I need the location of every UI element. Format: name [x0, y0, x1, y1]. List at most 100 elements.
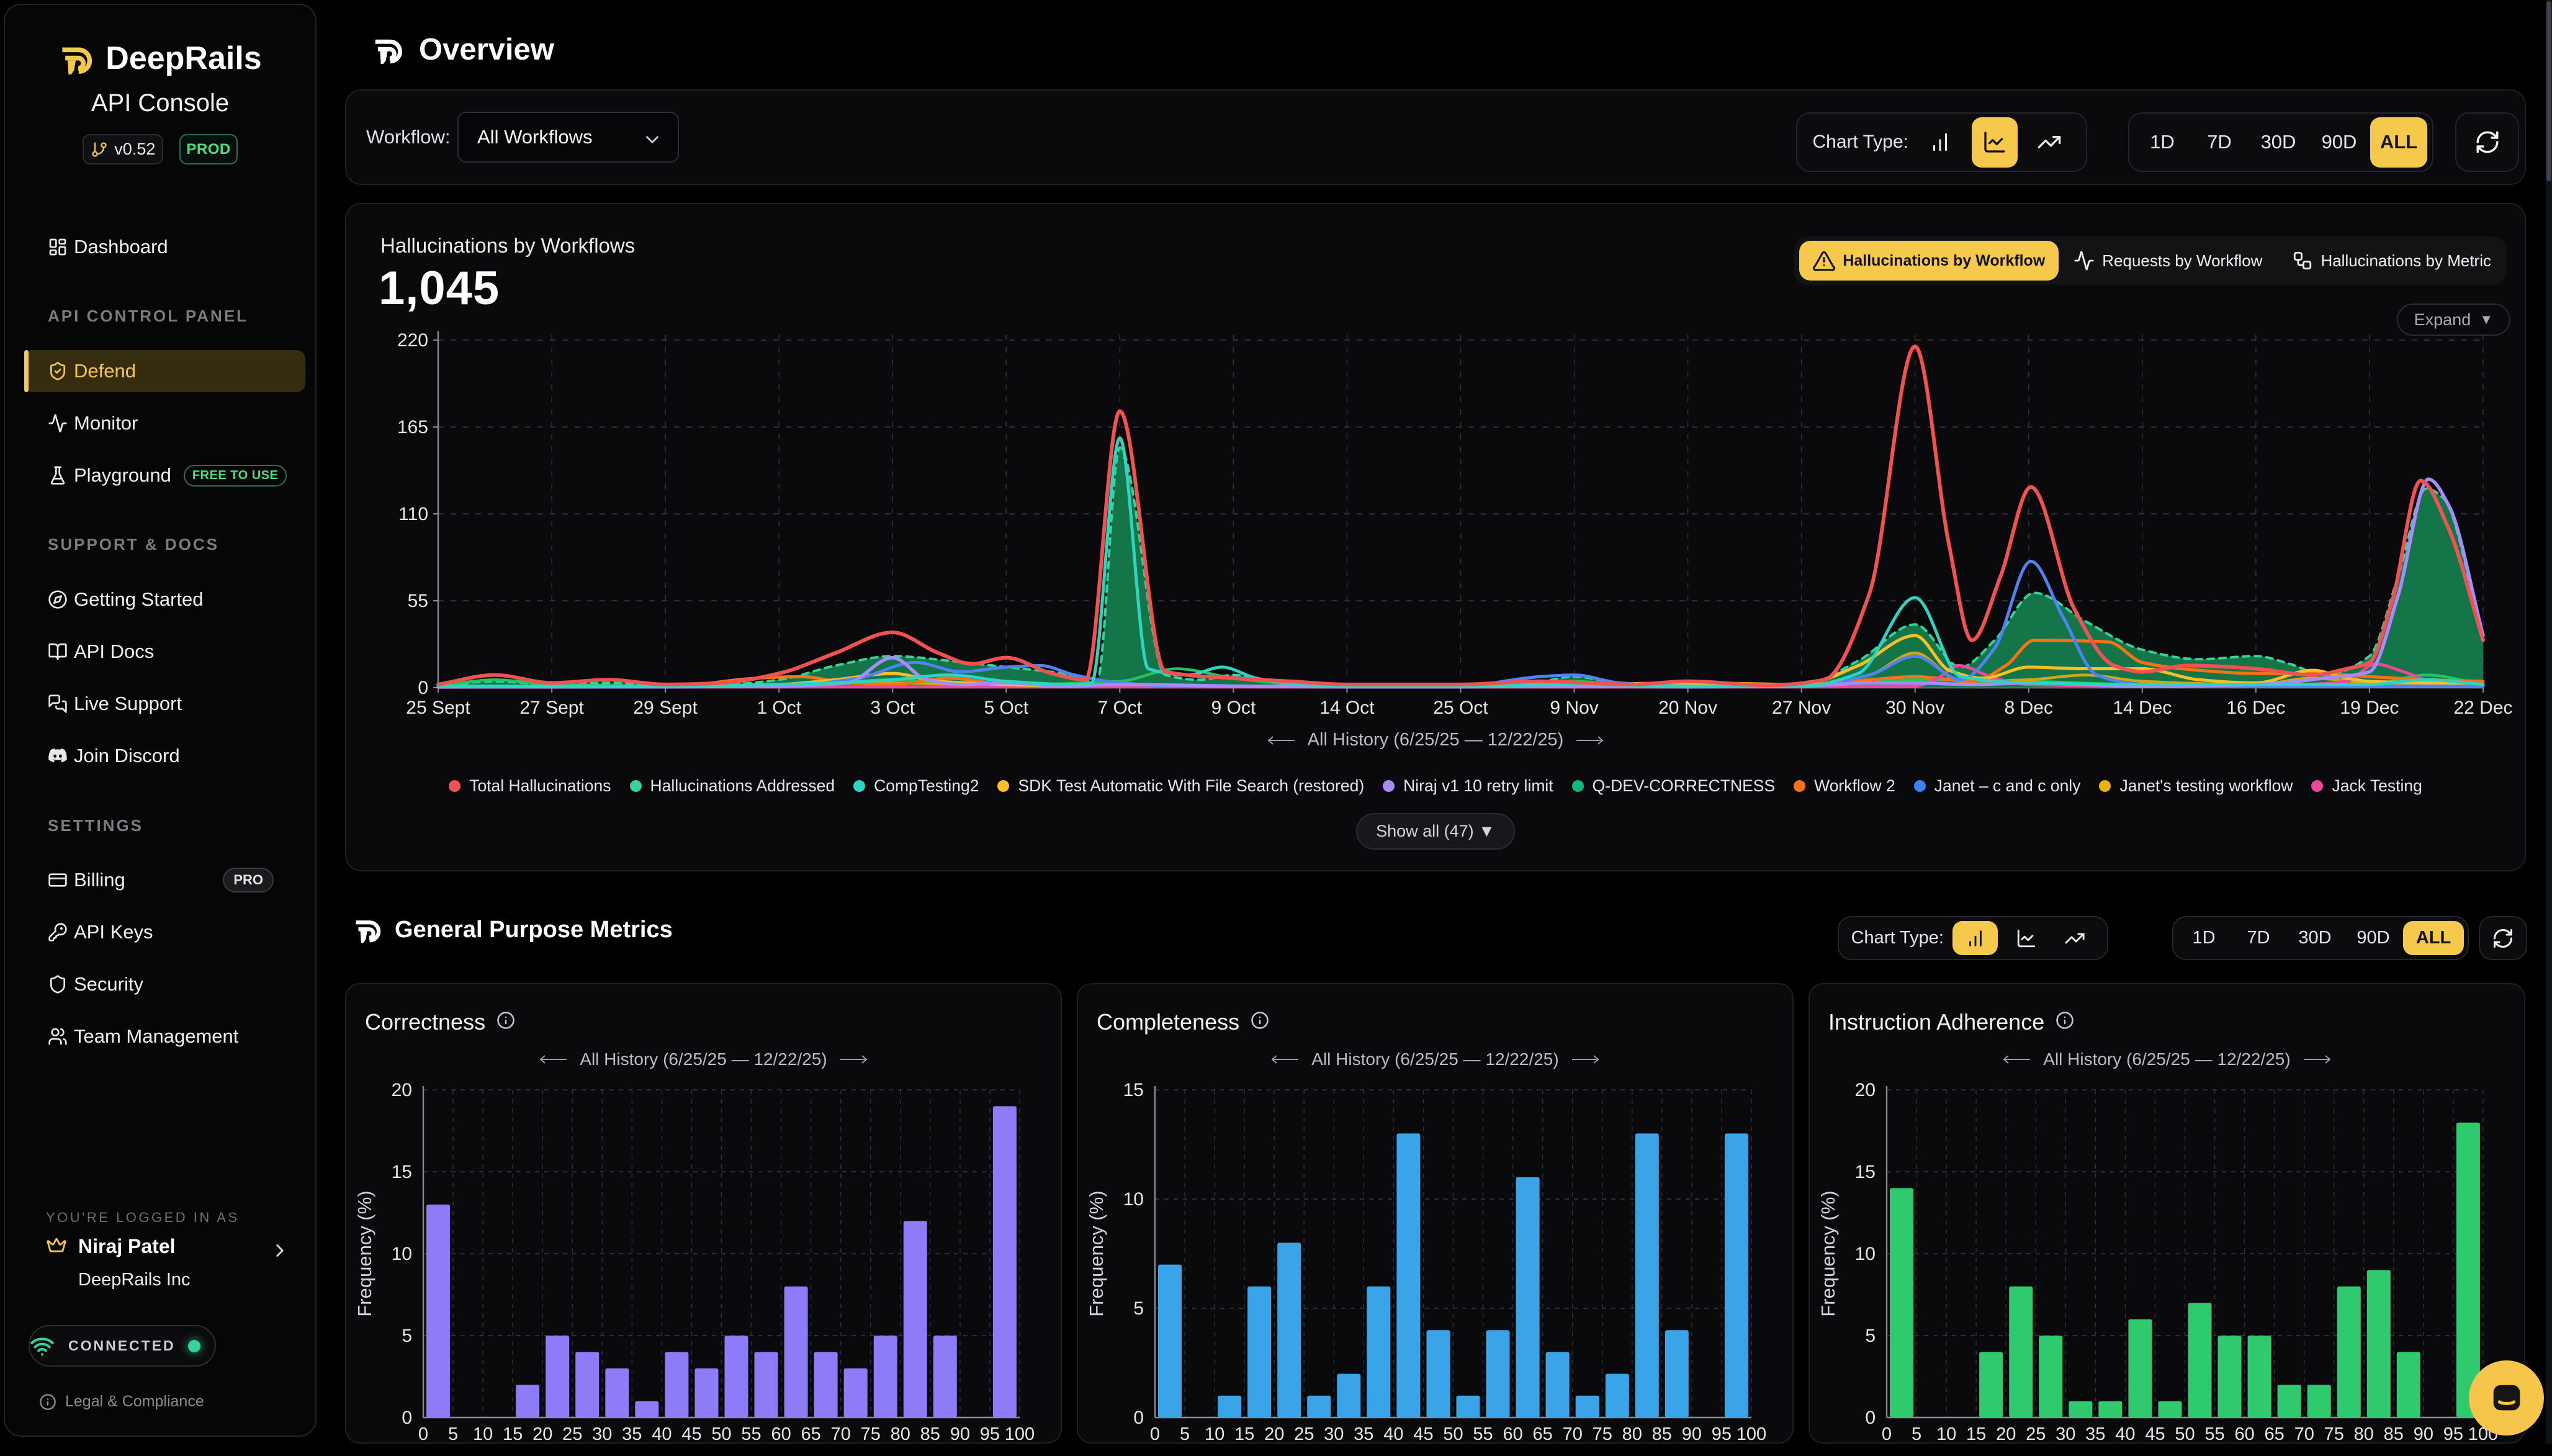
svg-text:0: 0: [1150, 1424, 1160, 1444]
svg-text:30: 30: [2056, 1424, 2075, 1444]
svg-text:75: 75: [2324, 1424, 2344, 1444]
svg-text:100: 100: [1737, 1424, 1766, 1444]
svg-text:25: 25: [1294, 1424, 1314, 1444]
svg-text:55: 55: [741, 1424, 761, 1444]
svg-text:5: 5: [1133, 1298, 1144, 1319]
svg-text:0: 0: [418, 678, 428, 698]
svg-text:0: 0: [1882, 1424, 1892, 1444]
svg-text:80: 80: [2354, 1424, 2374, 1444]
svg-text:55: 55: [1473, 1424, 1493, 1444]
svg-text:5: 5: [1865, 1326, 1876, 1346]
svg-text:10: 10: [473, 1424, 493, 1444]
svg-text:5: 5: [402, 1326, 412, 1346]
svg-text:165: 165: [397, 417, 428, 438]
svg-text:45: 45: [2145, 1424, 2165, 1444]
svg-text:85: 85: [1652, 1424, 1672, 1444]
svg-text:9 Nov: 9 Nov: [1550, 698, 1598, 718]
svg-text:80: 80: [891, 1424, 910, 1444]
svg-text:70: 70: [1563, 1424, 1583, 1444]
svg-text:5: 5: [1912, 1424, 1921, 1444]
svg-text:35: 35: [2085, 1424, 2105, 1444]
svg-text:10: 10: [1123, 1189, 1144, 1210]
svg-text:25 Sept: 25 Sept: [406, 698, 470, 718]
svg-text:Frequency (%): Frequency (%): [1085, 1190, 1107, 1316]
svg-text:60: 60: [1503, 1424, 1522, 1444]
svg-text:65: 65: [2264, 1424, 2284, 1444]
svg-text:10: 10: [1205, 1424, 1224, 1444]
svg-text:35: 35: [622, 1424, 642, 1444]
svg-text:10: 10: [1936, 1424, 1956, 1444]
svg-text:40: 40: [1383, 1424, 1403, 1444]
svg-text:15: 15: [1966, 1424, 1986, 1444]
svg-text:60: 60: [771, 1424, 791, 1444]
svg-text:50: 50: [2175, 1424, 2195, 1444]
svg-text:20 Nov: 20 Nov: [1658, 698, 1717, 718]
svg-text:0: 0: [418, 1424, 428, 1444]
svg-text:20: 20: [1264, 1424, 1284, 1444]
svg-text:55: 55: [408, 591, 428, 611]
svg-text:40: 40: [652, 1424, 672, 1444]
svg-text:5: 5: [448, 1424, 458, 1444]
svg-text:22 Dec: 22 Dec: [2453, 698, 2512, 718]
svg-text:19 Dec: 19 Dec: [2340, 698, 2399, 718]
svg-text:95: 95: [2443, 1424, 2463, 1444]
svg-text:220: 220: [397, 330, 428, 351]
svg-text:8 Dec: 8 Dec: [2005, 698, 2053, 718]
svg-text:90: 90: [950, 1424, 970, 1444]
svg-text:3 Oct: 3 Oct: [870, 698, 915, 718]
svg-text:29 Sept: 29 Sept: [633, 698, 698, 718]
svg-text:27 Sept: 27 Sept: [519, 698, 584, 718]
svg-text:10: 10: [1855, 1244, 1876, 1264]
svg-text:65: 65: [801, 1424, 820, 1444]
svg-text:15: 15: [1855, 1162, 1876, 1182]
svg-text:25 Oct: 25 Oct: [1433, 698, 1488, 718]
svg-text:90: 90: [2414, 1424, 2433, 1444]
svg-text:0: 0: [402, 1408, 412, 1428]
svg-text:80: 80: [1622, 1424, 1642, 1444]
svg-text:60: 60: [2234, 1424, 2254, 1444]
svg-text:45: 45: [1413, 1424, 1433, 1444]
svg-text:15: 15: [503, 1424, 523, 1444]
svg-text:30: 30: [1324, 1424, 1344, 1444]
svg-text:90: 90: [1682, 1424, 1702, 1444]
svg-text:110: 110: [398, 504, 428, 524]
svg-text:65: 65: [1532, 1424, 1552, 1444]
svg-text:85: 85: [2384, 1424, 2404, 1444]
svg-text:16 Dec: 16 Dec: [2226, 698, 2285, 718]
svg-text:5: 5: [1180, 1424, 1190, 1444]
svg-text:9 Oct: 9 Oct: [1211, 698, 1256, 718]
svg-text:20: 20: [392, 1080, 412, 1100]
svg-text:7 Oct: 7 Oct: [1097, 698, 1142, 718]
svg-text:95: 95: [1712, 1424, 1732, 1444]
svg-text:15: 15: [1123, 1080, 1144, 1100]
svg-text:35: 35: [1354, 1424, 1373, 1444]
svg-text:20: 20: [1996, 1424, 2016, 1444]
svg-text:10: 10: [392, 1244, 412, 1264]
svg-text:20: 20: [1855, 1080, 1876, 1100]
svg-text:15: 15: [1234, 1424, 1254, 1444]
svg-text:14 Oct: 14 Oct: [1319, 698, 1375, 718]
svg-text:Frequency (%): Frequency (%): [1817, 1190, 1839, 1316]
svg-text:85: 85: [920, 1424, 940, 1444]
svg-text:15: 15: [392, 1162, 412, 1182]
svg-text:95: 95: [980, 1424, 1000, 1444]
svg-text:70: 70: [2294, 1424, 2314, 1444]
svg-text:40: 40: [2115, 1424, 2135, 1444]
svg-text:75: 75: [861, 1424, 881, 1444]
svg-text:100: 100: [1005, 1424, 1035, 1444]
svg-text:0: 0: [1133, 1408, 1144, 1428]
svg-text:0: 0: [1865, 1408, 1876, 1428]
svg-text:55: 55: [2204, 1424, 2224, 1444]
svg-text:50: 50: [1443, 1424, 1463, 1444]
svg-text:20: 20: [532, 1424, 552, 1444]
svg-text:Frequency (%): Frequency (%): [354, 1190, 375, 1316]
svg-text:75: 75: [1593, 1424, 1612, 1444]
svg-text:25: 25: [562, 1424, 582, 1444]
svg-text:14 Dec: 14 Dec: [2113, 698, 2172, 718]
svg-text:30: 30: [592, 1424, 612, 1444]
svg-text:1 Oct: 1 Oct: [757, 698, 801, 718]
svg-text:30 Nov: 30 Nov: [1885, 698, 1944, 718]
svg-text:5 Oct: 5 Oct: [984, 698, 1028, 718]
svg-text:50: 50: [711, 1424, 731, 1444]
svg-text:27 Nov: 27 Nov: [1772, 698, 1831, 718]
